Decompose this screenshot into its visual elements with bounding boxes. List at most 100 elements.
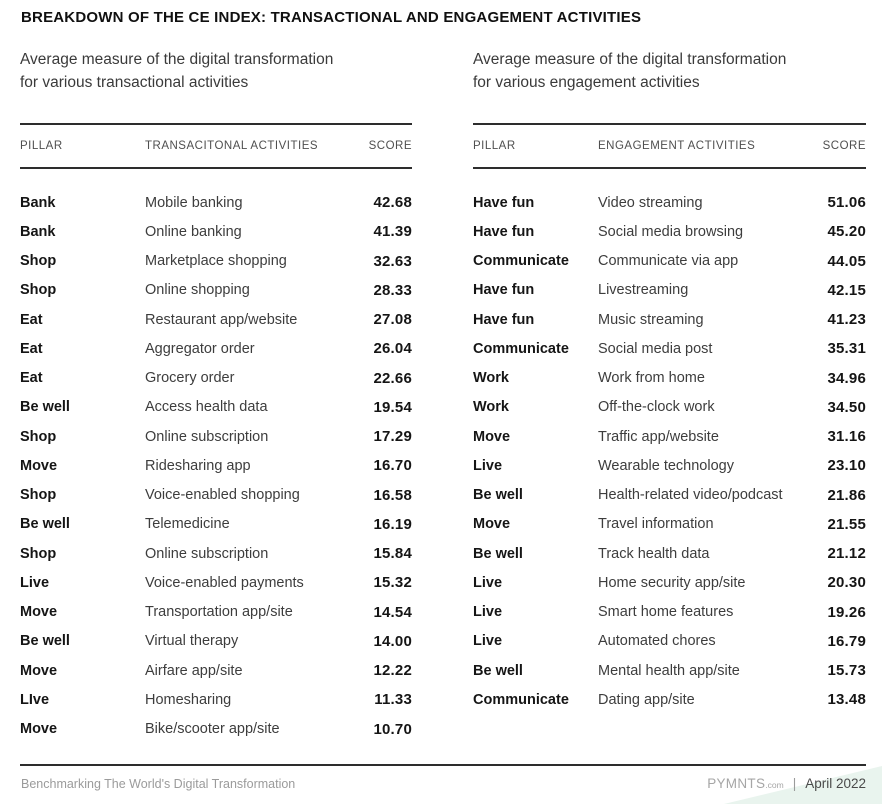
score-cell: 32.63	[373, 252, 412, 270]
activity-cell: Work from home	[598, 370, 705, 387]
activity-cell: Telemedicine	[145, 516, 230, 533]
pillar-cell: Be well	[473, 487, 523, 504]
activity-cell: Online subscription	[145, 428, 269, 445]
activity-cell: Automated chores	[598, 633, 716, 650]
engagement-table-header: PILLAR ENGAGEMENT ACTIVITIES SCORE	[473, 123, 866, 169]
score-cell: 42.68	[373, 194, 412, 212]
score-cell: 16.70	[373, 457, 412, 475]
table-row: Communicate Dating app/site 13.48	[473, 685, 866, 714]
score-cell: 19.26	[827, 603, 866, 621]
pillar-cell: Shop	[20, 428, 57, 445]
table-row: Have fun Livestreaming 42.15	[473, 276, 866, 305]
table-row: Communicate Communicate via app 44.05	[473, 247, 866, 276]
activity-cell: Track health data	[598, 545, 710, 562]
score-cell: 15.84	[373, 545, 412, 563]
pillar-cell: Move	[20, 604, 58, 621]
table-row: Live Wearable technology 23.10	[473, 451, 866, 480]
table-row: Move Transportation app/site 14.54	[20, 598, 412, 627]
activity-cell: Homesharing	[145, 691, 232, 708]
score-cell: 23.10	[827, 457, 866, 475]
activity-cell: Health-related video/podcast	[598, 487, 783, 504]
table-row: Be well Track health data 21.12	[473, 539, 866, 568]
page-title: BREAKDOWN OF THE CE INDEX: TRANSACTIONAL…	[21, 9, 642, 26]
table-row: Shop Online subscription 17.29	[20, 422, 412, 451]
table-row: Move Traffic app/website 31.16	[473, 422, 866, 451]
score-cell: 34.96	[827, 369, 866, 387]
engagement-table-rows: Have fun Video streaming 51.06 Have fun Soci…	[473, 169, 866, 715]
score-cell: 21.55	[827, 515, 866, 533]
score-cell: 15.32	[373, 574, 412, 592]
activity-cell: Grocery order	[145, 370, 235, 387]
table-row: Shop Online shopping 28.33	[20, 276, 412, 305]
transactional-table-section: Average measure of the digital transform…	[20, 48, 412, 744]
table-row: Shop Voice-enabled shopping 16.58	[20, 481, 412, 510]
table-row: Move Travel information 21.55	[473, 510, 866, 539]
score-cell: 35.31	[827, 340, 866, 358]
pillar-cell: Have fun	[473, 194, 535, 211]
pillar-cell: Live	[20, 574, 50, 591]
activity-cell: Bike/scooter app/site	[145, 721, 280, 738]
table-row: Move Bike/scooter app/site 10.70	[20, 715, 412, 744]
activity-cell: Off-the-clock work	[598, 399, 715, 416]
engagement-table-section: Average measure of the digital transform…	[473, 48, 866, 744]
activity-cell: Voice-enabled payments	[145, 574, 304, 591]
score-cell: 16.58	[373, 486, 412, 504]
table-row: Be well Health-related video/podcast 21.86	[473, 481, 866, 510]
score-cell: 51.06	[827, 194, 866, 212]
score-cell: 28.33	[373, 281, 412, 299]
activity-cell: Transportation app/site	[145, 604, 293, 621]
table-row: Eat Aggregator order 26.04	[20, 334, 412, 363]
pillar-cell: Communicate	[473, 340, 569, 357]
table-row: Bank Mobile banking 42.68	[20, 188, 412, 217]
score-cell: 15.73	[827, 662, 866, 680]
subtitle-line-2: for various transactional activities	[20, 74, 249, 91]
table-row: Be well Access health data 19.54	[20, 393, 412, 422]
activity-cell: Voice-enabled shopping	[145, 487, 300, 504]
transactional-subtitle: Average measure of the digital transform…	[20, 48, 412, 94]
activity-column-header: TRANSACITONAL ACTIVITIES	[145, 140, 319, 152]
table-row: Live Voice-enabled payments 15.32	[20, 568, 412, 597]
activity-cell: Marketplace shopping	[145, 253, 287, 270]
table-row: Live Smart home features 19.26	[473, 598, 866, 627]
pillar-column-header: PILLAR	[473, 140, 516, 152]
table-row: Be well Mental health app/site 15.73	[473, 656, 866, 685]
table-row: Shop Marketplace shopping 32.63	[20, 247, 412, 276]
score-cell: 21.86	[827, 486, 866, 504]
score-cell: 27.08	[373, 311, 412, 329]
pillar-cell: Eat	[20, 340, 43, 357]
footer-attribution: PYMNTS.com | April 2022	[707, 776, 866, 791]
pillar-cell: Bank	[20, 194, 56, 211]
score-cell: 41.39	[373, 223, 412, 241]
pillar-cell: LIve	[20, 691, 50, 708]
pillar-cell: Eat	[20, 370, 43, 387]
pymnts-logo-suffix: .com	[765, 780, 784, 790]
score-cell: 26.04	[373, 340, 412, 358]
transactional-table-rows: Bank Mobile banking 42.68 Bank Online bankin…	[20, 169, 412, 744]
pillar-cell: Work	[473, 399, 509, 416]
pillar-column-header: PILLAR	[20, 140, 63, 152]
pillar-cell: Move	[20, 662, 58, 679]
pillar-cell: Have fun	[473, 223, 535, 240]
activity-cell: Traffic app/website	[598, 428, 719, 445]
pillar-cell: Have fun	[473, 311, 535, 328]
pillar-cell: Move	[20, 721, 58, 738]
activity-cell: Aggregator order	[145, 340, 255, 357]
score-cell: 12.22	[373, 662, 412, 680]
activity-cell: Online shopping	[145, 282, 250, 299]
table-row: Be well Virtual therapy 14.00	[20, 627, 412, 656]
table-row: Shop Online subscription 15.84	[20, 539, 412, 568]
activity-cell: Livestreaming	[598, 282, 689, 299]
footer-divider	[20, 764, 866, 766]
score-cell: 42.15	[827, 281, 866, 299]
table-row: Bank Online banking 41.39	[20, 217, 412, 246]
subtitle-line-1: Average measure of the digital transform…	[20, 51, 334, 68]
pillar-cell: Be well	[20, 399, 70, 416]
table-row: Be well Telemedicine 16.19	[20, 510, 412, 539]
pillar-cell: Shop	[20, 282, 57, 299]
activity-cell: Video streaming	[598, 194, 703, 211]
score-cell: 11.33	[374, 691, 412, 709]
pillar-cell: Shop	[20, 253, 57, 270]
score-cell: 44.05	[827, 252, 866, 270]
score-cell: 20.30	[827, 574, 866, 592]
